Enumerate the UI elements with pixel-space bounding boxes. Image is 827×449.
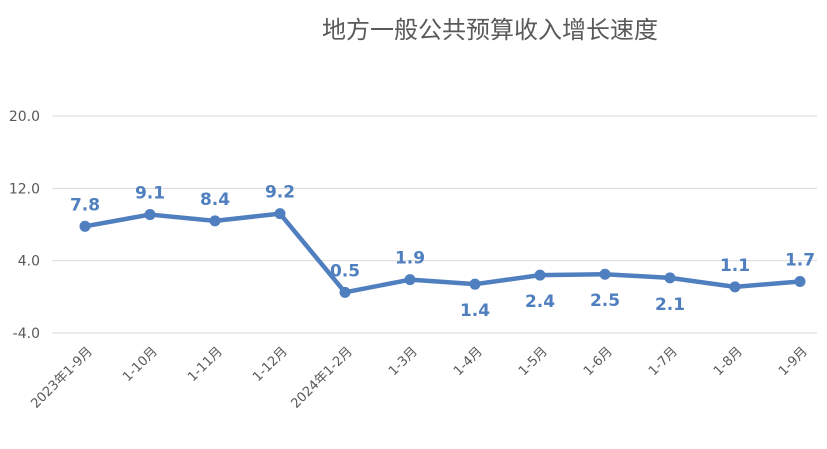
data-point <box>209 215 221 227</box>
data-label: 1.1 <box>720 256 750 276</box>
x-tick-label: 1-3月 <box>386 344 421 379</box>
x-tick-label: 2024年1-2月 <box>288 344 355 411</box>
data-label: 8.4 <box>200 190 230 210</box>
data-label: 1.4 <box>460 301 490 321</box>
y-axis-ticks: -4.0 4.0 12.0 20.0 <box>9 109 40 342</box>
data-label: 2.5 <box>590 291 620 311</box>
x-tick-label: 1-7月 <box>646 344 681 379</box>
data-point <box>664 272 676 284</box>
x-tick-label: 1-11月 <box>185 344 226 385</box>
data-label: 2.4 <box>525 292 555 312</box>
x-tick-label: 1-4月 <box>451 344 486 379</box>
data-point <box>339 286 351 298</box>
data-point <box>144 209 156 221</box>
data-labels: 7.8 9.1 8.4 9.2 0.5 1.9 1.4 2.4 2.5 2.1 1.1 1.7 <box>70 183 815 322</box>
data-point <box>79 220 91 232</box>
data-point <box>274 208 286 220</box>
data-label: 9.1 <box>135 184 165 204</box>
data-label: 0.5 <box>330 261 360 281</box>
data-point <box>729 281 741 293</box>
x-tick-label: 1-5月 <box>516 344 551 379</box>
x-tick-label: 1-12月 <box>250 344 291 385</box>
x-tick-label: 1-6月 <box>581 344 616 379</box>
data-point <box>534 269 546 281</box>
data-label: 9.2 <box>265 183 295 203</box>
y-tick-label: -4.0 <box>13 326 40 342</box>
data-point <box>599 268 611 280</box>
data-point <box>794 275 806 287</box>
data-label: 1.9 <box>395 249 425 269</box>
y-tick-label: 12.0 <box>9 181 40 197</box>
series-line <box>82 211 803 295</box>
x-tick-label: 1-9月 <box>776 344 811 379</box>
y-tick-label: 20.0 <box>9 109 40 125</box>
chart-title: 地方一般公共预算收入增长速度 <box>322 16 658 44</box>
gridlines <box>52 115 817 334</box>
data-label: 1.7 <box>785 250 815 270</box>
data-point <box>469 278 481 290</box>
x-tick-label: 1-8月 <box>711 344 746 379</box>
y-tick-label: 4.0 <box>18 254 40 270</box>
series-group <box>79 208 806 298</box>
data-label: 2.1 <box>655 295 685 315</box>
data-label: 7.8 <box>70 195 100 215</box>
data-point <box>404 274 416 286</box>
x-tick-label: 1-10月 <box>120 344 161 385</box>
x-tick-label: 2023年1-9月 <box>28 344 95 411</box>
